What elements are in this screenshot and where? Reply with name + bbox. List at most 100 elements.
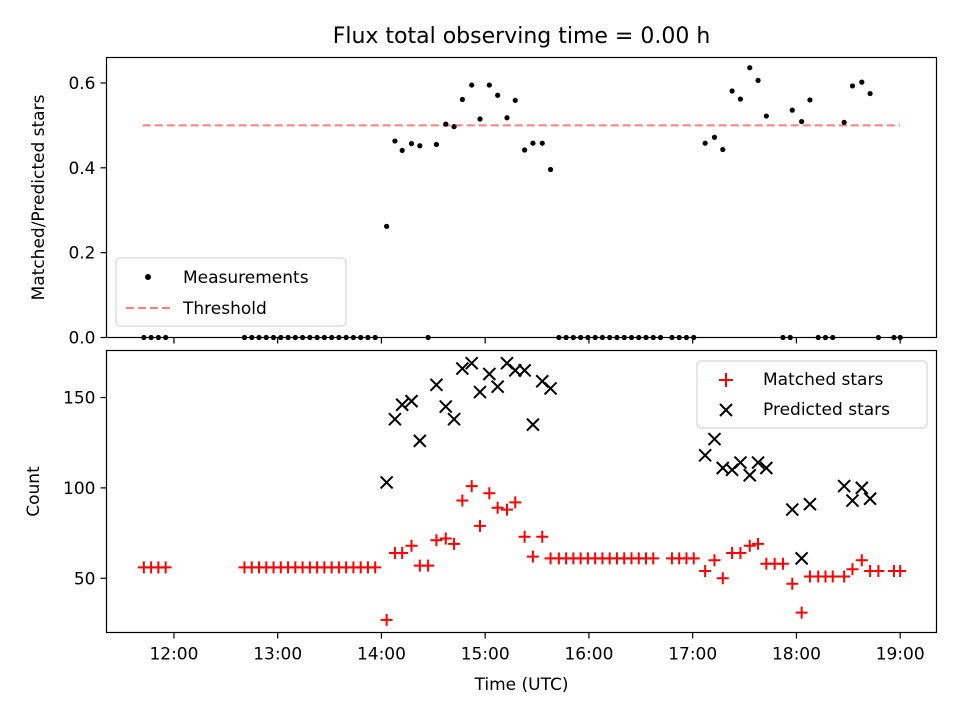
matched-stars-point [647,552,660,565]
count-y-tick-label: 100 [63,479,95,499]
matched-stars-point [456,494,469,507]
predicted-stars-point [803,497,817,511]
predicted-stars-point [845,493,860,508]
count-marks [137,356,907,626]
x-tick-label: 13:00 [253,645,302,665]
measurement-point [737,96,744,102]
measurement-point [512,97,518,103]
matched-stars-point [430,534,443,547]
matched-stars-point [838,570,851,583]
matched-stars-point [776,557,789,570]
matched-stars-point [518,530,531,543]
measurement-point [408,141,415,147]
matched-stars-point [483,487,496,500]
x-tick-label: 17:00 [668,645,717,665]
ratio-y-tick-label: 0.2 [68,244,95,264]
ratio-panel: 0.0 0.2 0.4 0.6 Matched/Predicted stars Mea… [29,56,938,349]
predicted-stars-point [490,379,505,394]
measurement-point [486,82,492,88]
matched-stars-point [872,565,885,578]
matched-stars-point [491,501,504,514]
predicted-stars-point [543,381,558,396]
matched-stars-point [826,570,839,583]
measurement-point [547,166,554,173]
predicted-stars-point [439,399,453,414]
measurement-point [859,79,865,85]
measurement-point [539,140,545,146]
count-panel: 12:00 13:00 14:00 15:00 16:00 17:00 18:00 19:00… [24,349,938,695]
measurement-point [747,65,753,71]
predicted-stars-point [464,356,479,370]
count-y-tick-label: 50 [74,569,96,589]
ratio-y-axis-label: Matched/Predicted stars [29,94,49,300]
predicted-stars-point [482,367,497,381]
measurement-point [522,147,528,153]
predicted-stars-point [404,394,419,408]
predicted-stars-point [517,363,532,378]
matched-stars-point [536,530,549,543]
matched-stars-point [500,503,513,516]
measurement-point [443,121,449,127]
measurement-point [711,134,718,140]
ratio-y-tick-label: 0.0 [68,329,95,349]
x-tick-label: 14:00 [357,645,406,665]
ratio-marks [141,65,903,341]
matched-stars-point [448,537,461,550]
measurement-point [384,223,390,229]
matched-stars-point [795,606,808,619]
predicted-stars-point [447,412,461,426]
measurement-point [451,124,457,130]
predicted-stars-point [837,479,851,493]
count-legend: Matched stars Predicted stars [696,360,928,429]
predicted-stars-point [785,502,799,517]
legend-threshold-label: Threshold [182,299,267,319]
predicted-stars-point [707,432,722,446]
matched-stars-point [687,552,700,565]
predicted-stars-point [855,481,869,495]
measurement-point [459,96,465,103]
x-tick-label: 12:00 [149,645,198,665]
matched-stars-point [699,565,712,578]
figure-title: Flux total observing time = 0.00 h [333,24,711,49]
matched-stars-point [439,532,452,545]
x-tick-label: 15:00 [461,645,510,665]
count-legend-box [696,360,928,429]
measurement-point [849,83,856,89]
x-tick-label: 19:00 [876,645,925,665]
matched-stars-point [716,572,729,585]
matched-stars-point [369,561,382,574]
count-y-axis-label: Count [24,466,44,517]
matched-stars-point [465,480,478,493]
matched-stars-point [396,546,409,559]
predicted-stars-point [743,468,757,482]
legend-matched-marker [719,373,733,387]
ratio-legend: Measurements Threshold [115,257,347,327]
predicted-stars-point [794,551,809,566]
measurement-point [799,118,805,125]
count-y-tick-label: 150 [63,389,95,409]
count-y-ticks: 50 100 150 [63,389,107,589]
matched-stars-point [855,554,868,567]
predicted-stars-point [429,378,444,392]
predicted-stars-point [751,455,765,470]
predicted-stars-point [863,492,877,506]
measurement-point [392,138,398,144]
measurement-point [729,88,735,94]
predicted-stars-point [473,385,487,399]
measurement-point [504,115,510,121]
legend-matched-label: Matched stars [763,370,883,390]
matched-stars-point [894,565,907,578]
matched-stars-point [526,550,539,563]
matched-stars-point [509,496,522,509]
count-axes-frame [105,349,938,634]
matched-stars-point [786,577,799,590]
ratio-y-ticks: 0.0 0.2 0.4 0.6 [68,74,107,349]
ratio-x-ticks [173,337,901,344]
measurement-point [477,116,483,122]
measurement-point [702,140,708,146]
predicted-stars-point [379,475,394,490]
matched-stars-point [708,554,721,567]
predicted-stars-point [526,417,540,432]
predicted-stars-point [733,455,748,470]
